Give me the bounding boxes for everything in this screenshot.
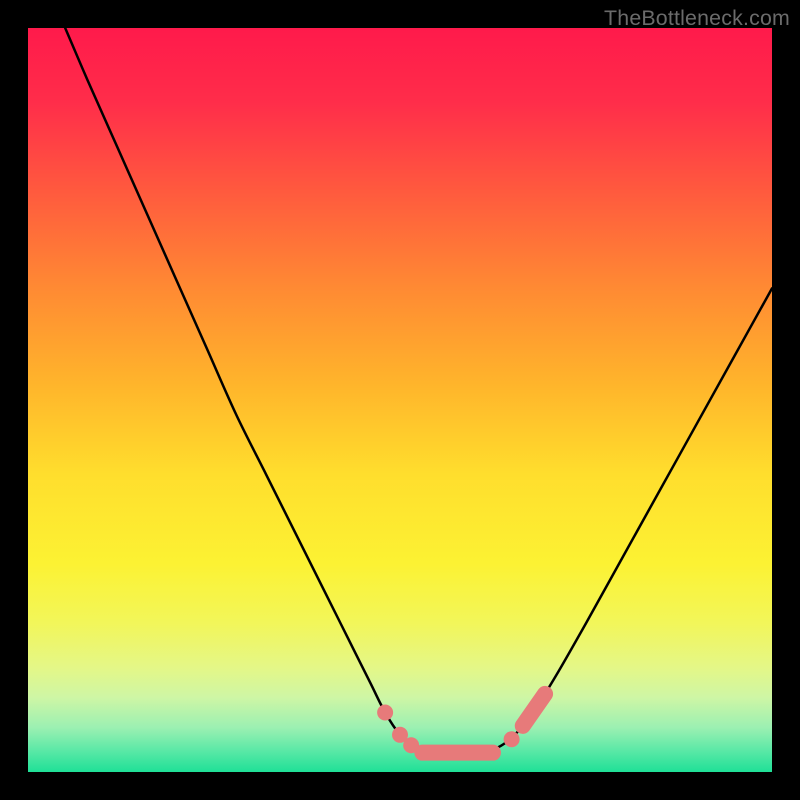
- marker-dot: [377, 704, 393, 720]
- chart-background: [28, 28, 772, 772]
- bottleneck-curve-chart: [0, 0, 800, 800]
- chart-frame: TheBottleneck.com: [0, 0, 800, 800]
- watermark-text: TheBottleneck.com: [604, 6, 790, 31]
- marker-dot: [504, 731, 520, 747]
